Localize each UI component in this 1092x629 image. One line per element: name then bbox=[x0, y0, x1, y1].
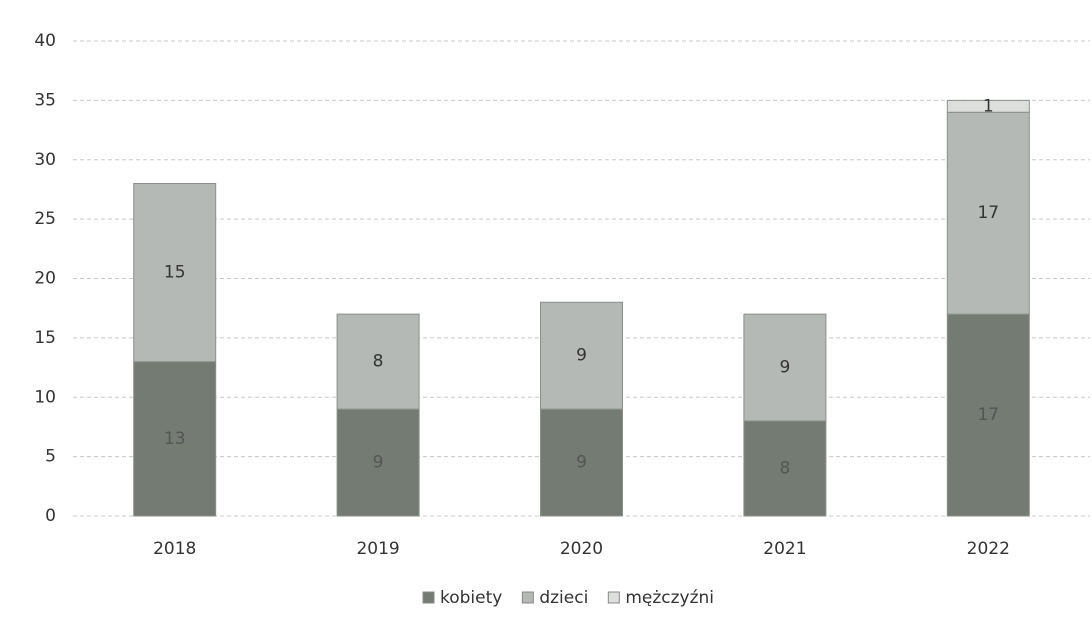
y-tick-label: 5 bbox=[45, 447, 56, 467]
data-label: 8 bbox=[779, 459, 790, 479]
y-tick-label: 20 bbox=[34, 269, 56, 289]
data-label: 1 bbox=[983, 96, 994, 116]
legend-label: dzieci bbox=[539, 588, 588, 608]
bar-segment bbox=[336, 313, 420, 410]
bar-segment bbox=[540, 408, 623, 517]
y-tick-label: 30 bbox=[34, 150, 56, 170]
y-tick-label: 40 bbox=[34, 31, 56, 51]
data-label: 15 bbox=[164, 263, 186, 283]
data-label: 9 bbox=[576, 453, 587, 473]
bar-segment bbox=[133, 183, 217, 363]
data-label: 9 bbox=[779, 358, 790, 378]
y-tick-label: 10 bbox=[34, 387, 56, 407]
legend-label: kobiety bbox=[440, 588, 502, 608]
y-tick-label: 25 bbox=[34, 209, 56, 229]
bar-segment bbox=[743, 420, 827, 517]
data-label: 9 bbox=[373, 453, 384, 473]
bar-segment bbox=[336, 408, 420, 517]
bar-segment bbox=[946, 111, 1030, 315]
y-tick-label: 15 bbox=[34, 328, 56, 348]
x-tick-label: 2022 bbox=[967, 539, 1010, 559]
x-tick-label: 2018 bbox=[153, 539, 196, 559]
bar-segment bbox=[743, 313, 827, 422]
y-tick-label: 0 bbox=[45, 506, 56, 526]
legend-swatch bbox=[607, 591, 620, 604]
bar-segment bbox=[540, 301, 623, 410]
x-tick-label: 2020 bbox=[560, 539, 603, 559]
data-label: 9 bbox=[576, 346, 587, 366]
bar-segment bbox=[946, 313, 1030, 517]
bar-segment bbox=[133, 361, 217, 517]
legend-swatch bbox=[521, 591, 534, 604]
data-label: 17 bbox=[977, 203, 999, 223]
data-label: 8 bbox=[373, 352, 384, 372]
legend-swatch bbox=[422, 591, 435, 604]
legend-label: mężczyźni bbox=[625, 588, 714, 608]
x-tick-label: 2019 bbox=[356, 539, 399, 559]
y-tick-label: 35 bbox=[34, 90, 56, 110]
bar-segment bbox=[946, 99, 1030, 113]
data-label: 17 bbox=[977, 405, 999, 425]
x-tick-label: 2021 bbox=[763, 539, 806, 559]
data-label: 13 bbox=[164, 429, 186, 449]
